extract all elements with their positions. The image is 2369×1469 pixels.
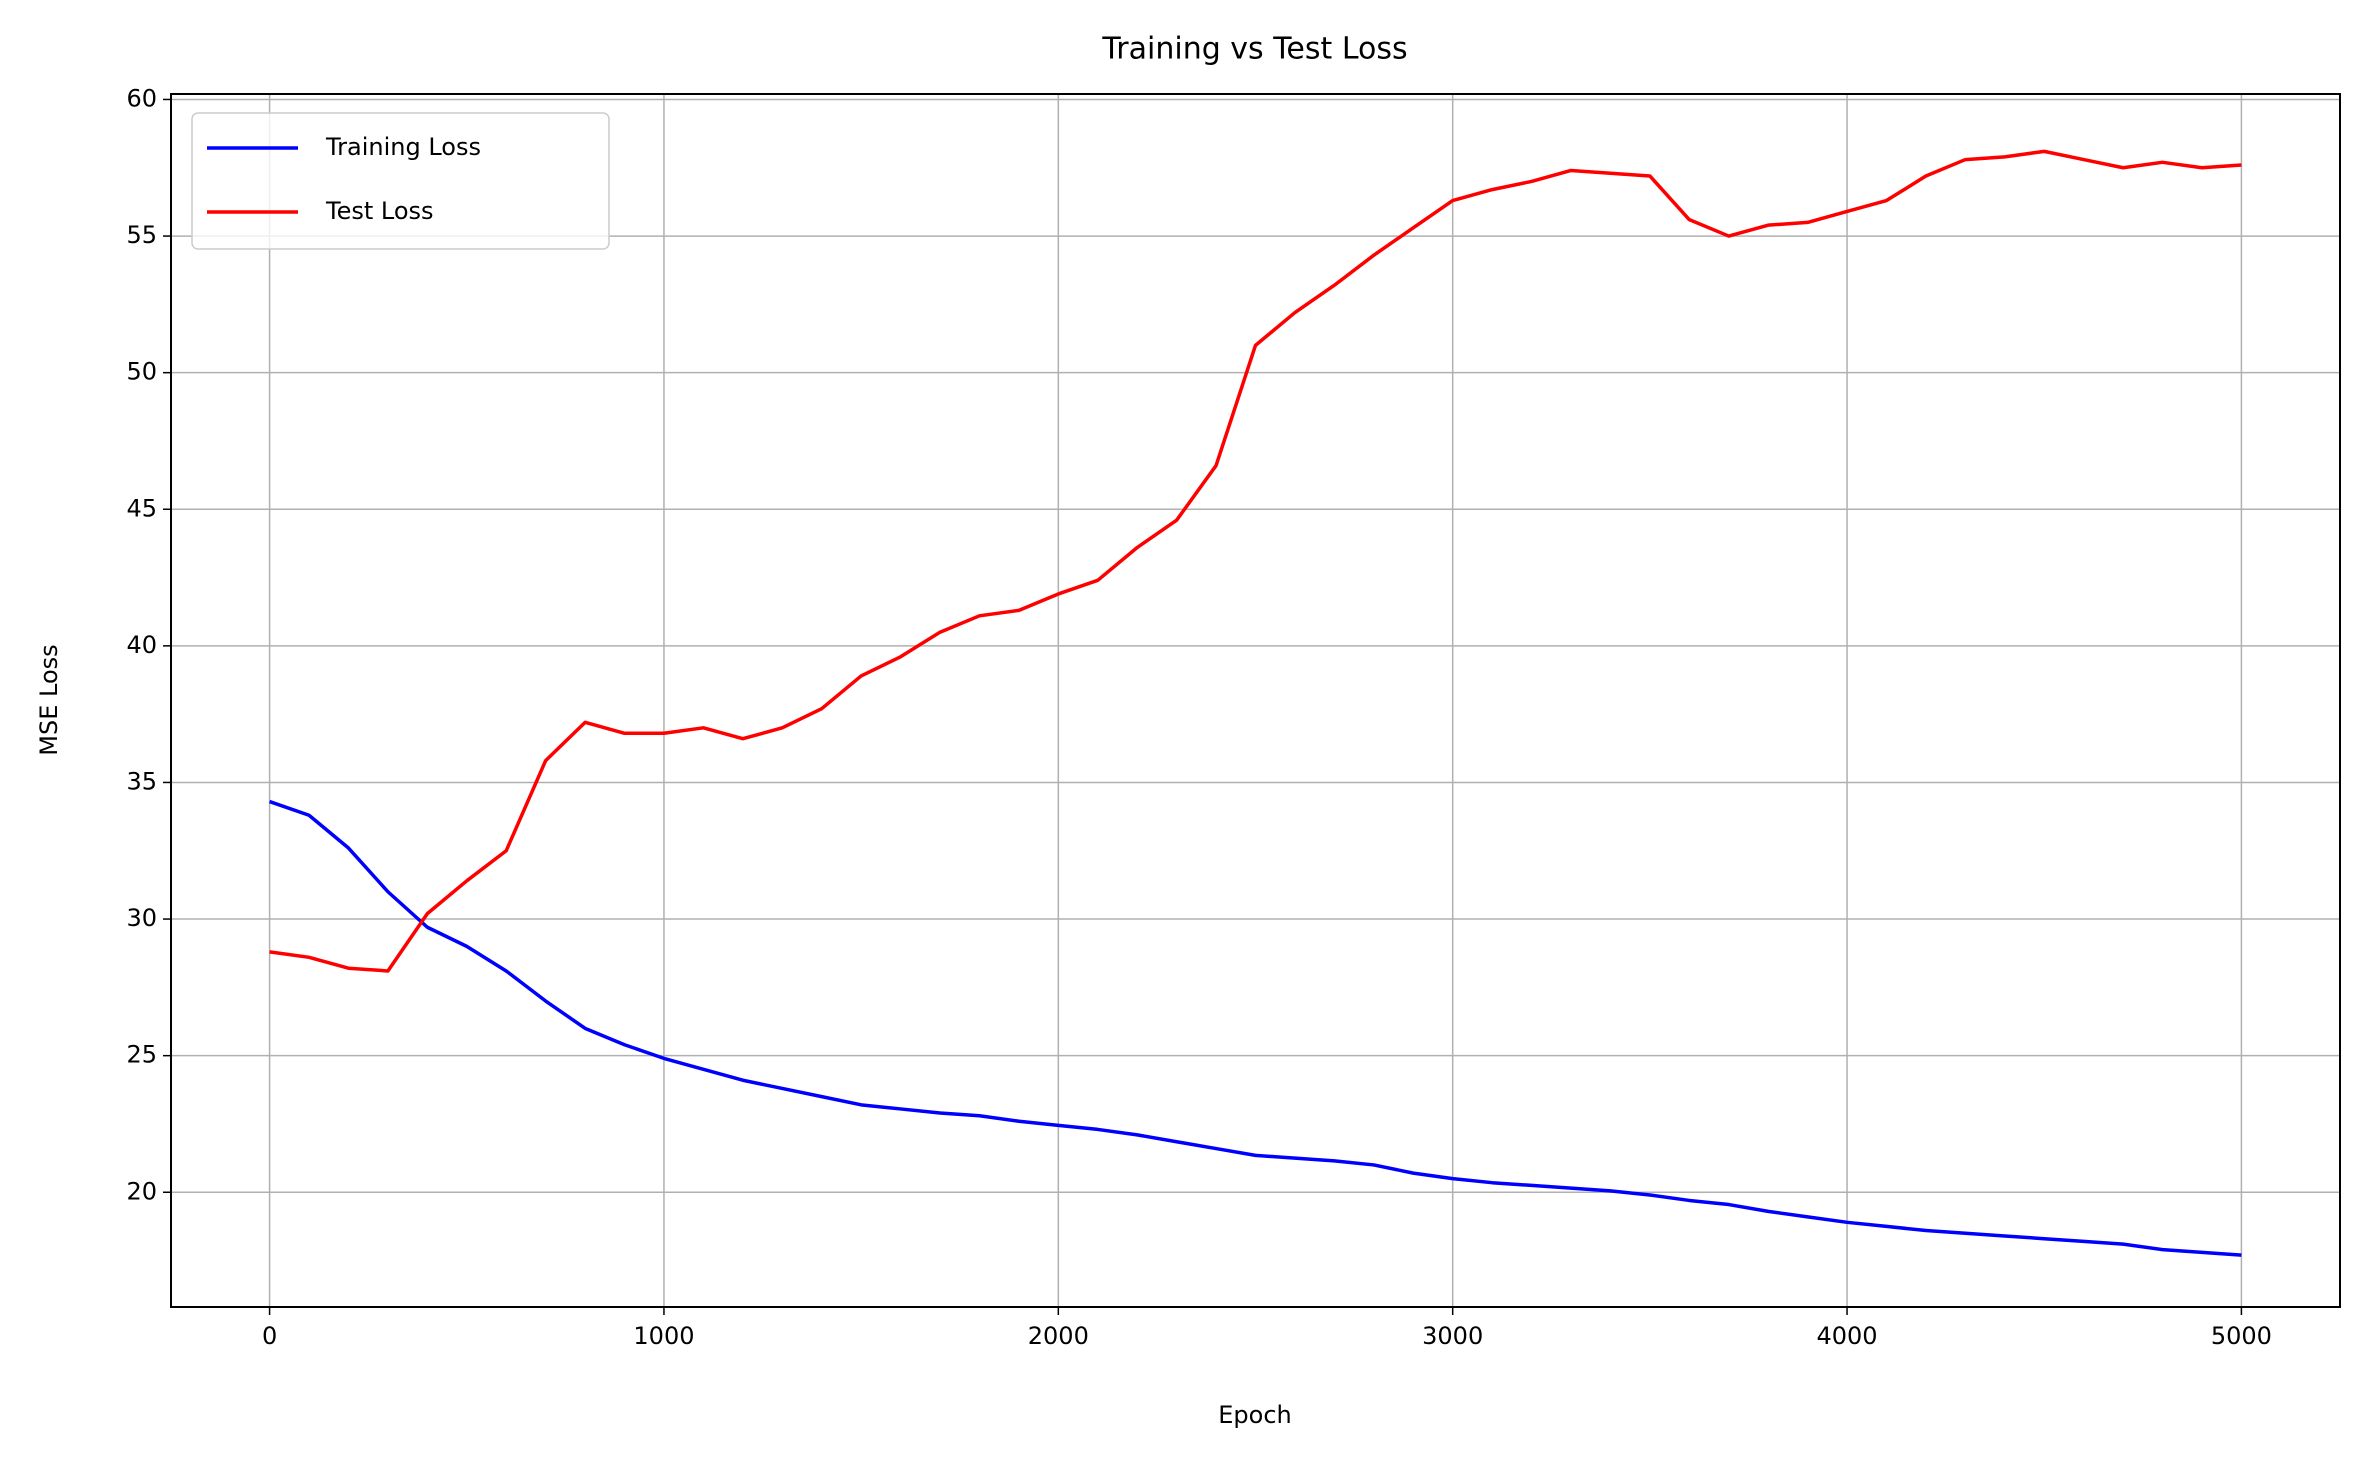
plot-frame — [170, 93, 2341, 1308]
x-tick-label: 1000 — [633, 1322, 694, 1350]
x-tick-label: 4000 — [1817, 1322, 1878, 1350]
y-tick-label: 40 — [126, 631, 157, 659]
line — [269, 149, 2242, 973]
y-axis-label: MSE Loss — [35, 644, 63, 755]
y-tick-label: 50 — [126, 358, 157, 386]
x-axis-label: Epoch — [1218, 1401, 1292, 1429]
y-tick-label: 55 — [126, 221, 157, 249]
chart-title: Training vs Test Loss — [1101, 32, 1407, 67]
legend-label: Test Loss — [325, 197, 434, 225]
y-tick-label: 45 — [126, 494, 157, 522]
y-tick-label: 30 — [126, 904, 157, 932]
x-tick-label: 5000 — [2211, 1322, 2272, 1350]
y-tick-label: 35 — [126, 767, 157, 795]
x-tick-label: 0 — [262, 1322, 277, 1350]
legend-label: Training Loss — [325, 133, 481, 161]
y-tick-label: 20 — [126, 1177, 157, 1205]
line — [269, 799, 2242, 1257]
y-tick-label: 25 — [126, 1041, 157, 1069]
x-tick-label: 2000 — [1028, 1322, 1089, 1350]
y-tick-label: 60 — [126, 84, 157, 112]
x-tick-label: 3000 — [1422, 1322, 1483, 1350]
